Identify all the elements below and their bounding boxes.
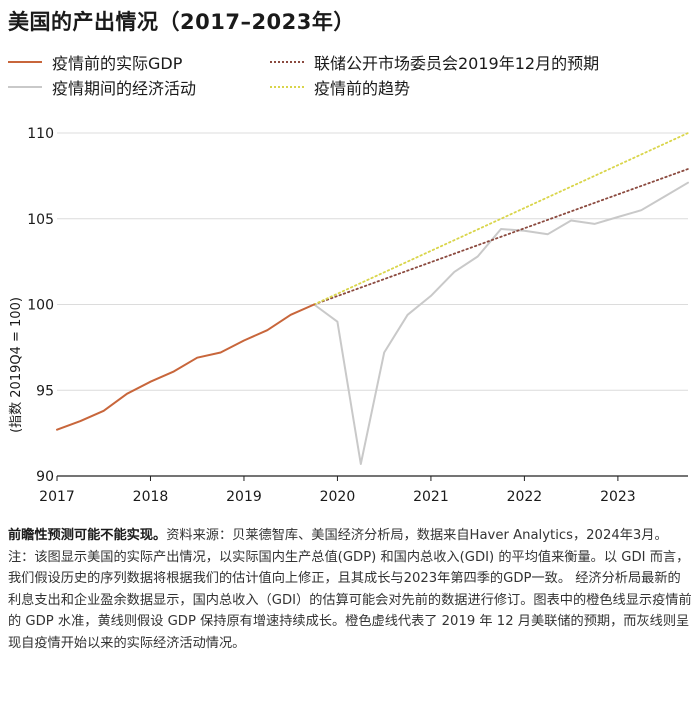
x-tick-label: 2020: [320, 489, 356, 505]
series-line-orange: [56, 303, 316, 431]
x-tick-label: 2018: [133, 489, 169, 505]
x-tick-label: 2019: [226, 489, 262, 505]
legend-swatch-gray: [8, 86, 42, 88]
gridlines: [57, 132, 688, 477]
x-tick-label: 2021: [413, 489, 449, 505]
x-tick-label: 2022: [507, 489, 543, 505]
footnote-text: 资料来源：贝莱德智库、美国经济分析局，数据来自Haver Analytics，2…: [8, 528, 692, 651]
y-tick-label: 105: [27, 212, 54, 228]
legend-label-fed: 联储公开市场委员会2019年12月的预期: [314, 54, 600, 73]
y-tick-label: 100: [27, 298, 54, 314]
chart-title: 美国的产出情况（2017–2023年）: [8, 10, 355, 34]
legend-swatch-orange: [8, 61, 42, 63]
x-tick-label: 2017: [39, 489, 75, 505]
legend-label-trend: 疫情前的趋势: [314, 79, 411, 98]
y-tick-label: 110: [27, 126, 54, 142]
x-tick-label: 2023: [600, 489, 636, 505]
y-tick-label: 90: [36, 469, 54, 485]
footnote-lead: 前瞻性预测可能不能实现。: [8, 528, 167, 543]
legend-label-orange: 疫情前的实际GDP: [52, 54, 183, 73]
y-tick-label: 95: [36, 383, 54, 399]
legend-item-trend: 疫情前的趋势: [270, 75, 410, 99]
footnote: 前瞻性预测可能不能实现。资料来源：贝莱德智库、美国经济分析局，数据来自Haver…: [8, 525, 692, 654]
legend-swatch-fed: [270, 61, 304, 63]
series-line-trend: [313, 132, 689, 306]
series-line-gray: [313, 181, 689, 465]
legend-item-gray: 疫情期间的经济活动: [8, 75, 196, 99]
legend-item-orange: 疫情前的实际GDP: [8, 50, 182, 74]
legend-item-fed: 联储公开市场委员会2019年12月的预期: [270, 50, 599, 74]
y-tick-labels: 90 95 100 105 110: [27, 126, 54, 485]
series-line-fed: [313, 168, 689, 306]
legend-label-gray: 疫情期间的经济活动: [52, 79, 197, 98]
x-tick-labels: 2017 2018 2019 2020 2021 2022 2023: [39, 476, 636, 505]
legend-swatch-trend: [270, 86, 304, 88]
series-lines: [56, 132, 689, 465]
y-axis-label: (指数 2019Q4 = 100): [9, 297, 24, 433]
